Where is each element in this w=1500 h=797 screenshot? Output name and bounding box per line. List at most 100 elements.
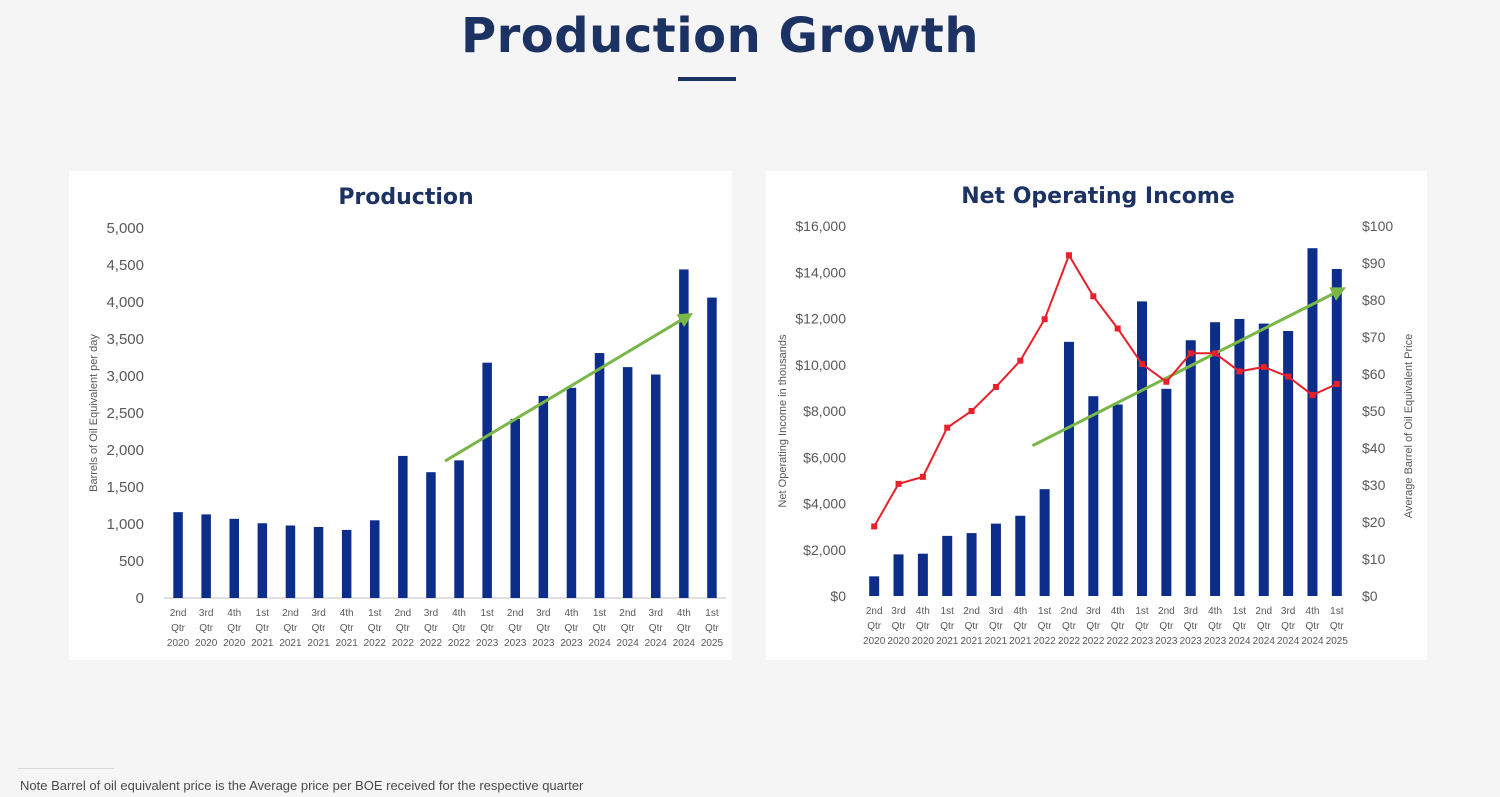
x-tick-label: 4th	[916, 606, 930, 617]
x-tick-label: Qtr	[199, 623, 214, 634]
bar	[1161, 388, 1172, 596]
x-tick-label: Qtr	[1306, 621, 1321, 632]
x-tick-label: 3rd	[649, 608, 663, 619]
y-tick-label: $6,000	[803, 449, 846, 465]
y-tick-label: $8,000	[803, 403, 846, 419]
price-point	[1333, 380, 1340, 387]
price-point	[1285, 373, 1292, 380]
x-tick-label: 2nd	[1061, 606, 1078, 617]
x-tick-label: 1st	[480, 608, 494, 619]
x-tick-label: 3rd	[1086, 606, 1100, 617]
x-tick-label: 2nd	[619, 608, 636, 619]
x-tick-label: 2nd	[1255, 606, 1272, 617]
y2-tick-label: $0	[1362, 588, 1378, 604]
bar	[1112, 404, 1123, 596]
x-tick-label: 2020	[887, 636, 910, 647]
chart-title: Production	[338, 185, 473, 210]
y2-tick-label: $30	[1362, 477, 1386, 493]
x-tick-label: 1st	[1233, 606, 1247, 617]
price-point	[871, 523, 878, 530]
bar	[173, 512, 183, 598]
x-tick-label: 4th	[1013, 606, 1027, 617]
x-tick-label: 1st	[368, 608, 382, 619]
x-tick-label: Qtr	[1062, 621, 1077, 632]
x-tick-label: 4th	[1111, 606, 1125, 617]
bar	[1137, 301, 1148, 596]
x-tick-label: 2024	[1253, 636, 1276, 647]
bar	[1088, 396, 1099, 596]
x-tick-label: 2020	[167, 638, 190, 649]
bar	[1331, 269, 1342, 596]
x-tick-label: 2nd	[963, 606, 980, 617]
bar	[1258, 323, 1269, 596]
x-tick-label: Qtr	[1135, 621, 1150, 632]
x-tick-label: 1st	[941, 606, 955, 617]
bar	[917, 553, 928, 596]
trend-arrow	[444, 312, 694, 463]
x-tick-label: 3rd	[536, 608, 550, 619]
x-tick-label: 2020	[912, 636, 935, 647]
x-tick-label: 2nd	[170, 608, 187, 619]
footnote: Note Barrel of oil equivalent price is t…	[20, 778, 584, 793]
x-tick-label: 2022	[448, 638, 471, 649]
y-tick-label: $4,000	[803, 496, 846, 512]
x-tick-label: Qtr	[1086, 621, 1101, 632]
price-point	[944, 424, 951, 431]
price-point	[1090, 293, 1097, 300]
x-tick-label: 4th	[1306, 606, 1320, 617]
x-tick-label: 2022	[1107, 636, 1130, 647]
price-point	[1212, 350, 1219, 357]
bar	[454, 460, 464, 598]
bar	[426, 472, 436, 598]
bar	[285, 525, 296, 598]
x-tick-label: Qtr	[508, 623, 523, 634]
x-tick-label: Qtr	[284, 623, 299, 634]
bar	[1185, 340, 1196, 596]
x-tick-label: 2024	[645, 638, 668, 649]
x-tick-label: Qtr	[1232, 621, 1247, 632]
page-title: Production Growth	[460, 8, 980, 64]
x-tick-label: Qtr	[452, 623, 467, 634]
bar	[1234, 318, 1245, 596]
bar	[510, 418, 520, 598]
x-tick-label: Qtr	[1208, 621, 1223, 632]
y-tick-label: $0	[830, 588, 846, 604]
x-tick-label: 2024	[1277, 636, 1300, 647]
x-tick-label: 2024	[588, 638, 611, 649]
bar	[1210, 322, 1221, 596]
x-tick-label: Qtr	[1257, 621, 1272, 632]
price-point	[1236, 368, 1243, 375]
x-tick-label: Qtr	[965, 621, 980, 632]
x-tick-label: 2023	[1204, 636, 1227, 647]
bar	[341, 529, 352, 598]
x-tick-label: 2025	[701, 638, 724, 649]
x-tick-label: Qtr	[867, 621, 882, 632]
x-tick-label: Qtr	[396, 623, 411, 634]
y-tick-label: 0	[136, 590, 144, 607]
y-tick-label: $12,000	[795, 311, 846, 327]
x-tick-label: 2021	[307, 638, 330, 649]
x-tick-label: 2020	[863, 636, 886, 647]
x-tick-label: Qtr	[892, 621, 907, 632]
x-tick-label: 2022	[1034, 636, 1057, 647]
price-point	[895, 480, 902, 487]
x-tick-label: 4th	[340, 608, 354, 619]
y-axis-label: Net Operating Income in thousands	[777, 334, 789, 508]
net-operating-income-chart-panel: Net Operating Income Net Operating Income…	[766, 171, 1427, 660]
x-tick-label: 2021	[936, 636, 959, 647]
x-tick-label: 2021	[1009, 636, 1032, 647]
bar	[1039, 489, 1050, 596]
x-tick-label: 2nd	[866, 606, 883, 617]
x-tick-label: 2020	[195, 638, 218, 649]
x-tick-label: Qtr	[649, 623, 664, 634]
bar	[257, 523, 268, 598]
x-tick-label: Qtr	[1330, 621, 1345, 632]
y-tick-label: 2,000	[106, 442, 144, 459]
x-tick-label: 4th	[452, 608, 466, 619]
x-tick-label: Qtr	[340, 623, 355, 634]
y-tick-label: 500	[119, 553, 144, 570]
x-tick-label: Qtr	[1184, 621, 1199, 632]
price-point	[1139, 361, 1146, 368]
x-tick-label: Qtr	[536, 623, 551, 634]
price-point	[1163, 378, 1170, 385]
